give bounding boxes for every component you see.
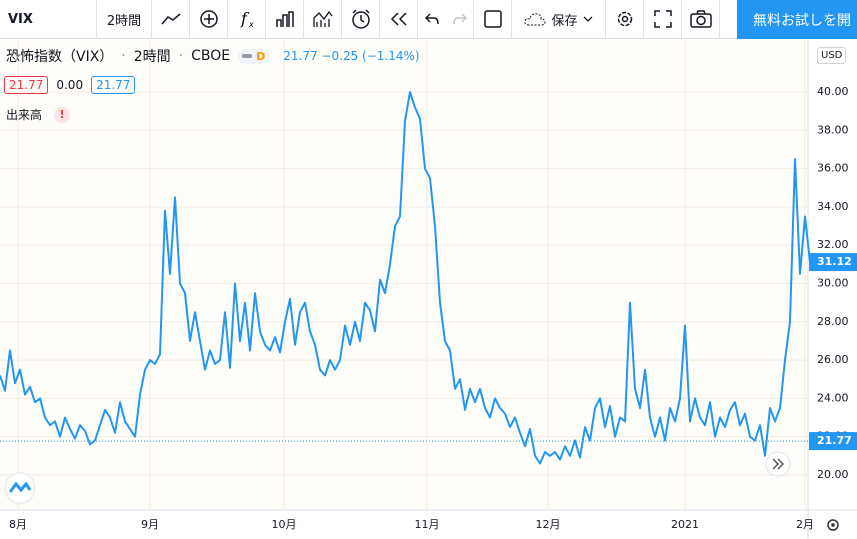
y-tick-label: 30.00 bbox=[817, 277, 849, 290]
status-pill[interactable]: D bbox=[238, 48, 270, 64]
y-tick-label: 36.00 bbox=[817, 162, 849, 175]
price-line bbox=[0, 91, 811, 465]
x-tick-label: 12月 bbox=[536, 518, 561, 531]
logo[interactable] bbox=[4, 472, 36, 504]
price-label: 31.12 bbox=[817, 255, 852, 268]
trial-button[interactable]: 無料お試しを開 bbox=[737, 0, 857, 39]
x-tick-label: 2021 bbox=[671, 518, 699, 531]
close-value: 21.77 bbox=[91, 76, 136, 94]
volume-label: 出来高 bbox=[6, 108, 43, 122]
legend: 恐怖指数（VIX） · 2時間 · CBOE D 21.77 −0.25 (−1… bbox=[6, 48, 420, 65]
price-label-box bbox=[809, 253, 857, 272]
legend-exchange: CBOE bbox=[191, 48, 231, 64]
x-tick-label: 9月 bbox=[141, 518, 159, 531]
templates-button[interactable] bbox=[266, 0, 304, 39]
interval-button[interactable]: 2時間 bbox=[97, 0, 152, 39]
scroll-right-button[interactable] bbox=[765, 451, 791, 477]
y-tick-label: 34.00 bbox=[817, 200, 849, 213]
settings-button[interactable] bbox=[827, 519, 839, 531]
save-label: 保存 bbox=[551, 13, 578, 29]
y-tick-label: 38.00 bbox=[817, 123, 849, 136]
status-badge: D bbox=[256, 49, 266, 63]
price-label-box bbox=[809, 432, 857, 451]
volume-alert[interactable]: ! bbox=[54, 106, 71, 123]
x-tick-label: 2月 bbox=[796, 518, 814, 531]
undo-redo[interactable] bbox=[418, 0, 474, 39]
chart-type-button[interactable] bbox=[152, 0, 190, 39]
y-tick-label: 26.00 bbox=[817, 353, 849, 366]
legend-quote: 21.77 −0.25 (−1.14%) bbox=[283, 49, 420, 63]
change-value: 0.00 bbox=[56, 78, 84, 92]
save-button[interactable]: 保存 bbox=[512, 0, 606, 39]
legend-interval: 2時間 bbox=[133, 49, 171, 65]
open-value: 21.77 bbox=[4, 76, 49, 94]
snapshot-button[interactable] bbox=[682, 0, 720, 39]
y-tick-label: 28.00 bbox=[817, 315, 849, 328]
compare-button[interactable] bbox=[190, 0, 228, 39]
svg-text:f: f bbox=[240, 9, 250, 28]
y-tick-label: 32.00 bbox=[817, 238, 849, 251]
legend-title: 恐怖指数（VIX） bbox=[6, 49, 114, 65]
plot-background bbox=[0, 40, 808, 510]
settings-button[interactable] bbox=[606, 0, 644, 39]
currency-label[interactable]: USD bbox=[817, 47, 847, 64]
x-tick-label: 11月 bbox=[415, 518, 440, 531]
price-label: 21.77 bbox=[817, 434, 852, 447]
y-tick-label: 20.00 bbox=[817, 468, 849, 481]
x-tick-label: 10月 bbox=[272, 518, 297, 531]
fullscreen-button[interactable] bbox=[644, 0, 682, 39]
financials-button[interactable] bbox=[304, 0, 342, 39]
replay-button[interactable] bbox=[380, 0, 418, 39]
layout-button[interactable] bbox=[474, 0, 512, 39]
volume-legend: 出来高 ! bbox=[6, 106, 71, 123]
y-tick-label: 24.00 bbox=[817, 391, 849, 404]
ohlc-values: 21.77 0.00 21.77 bbox=[4, 76, 136, 94]
symbol-search[interactable]: VIX bbox=[0, 0, 97, 39]
svg-text:x: x bbox=[248, 20, 254, 29]
alert-button[interactable] bbox=[342, 0, 380, 39]
x-tick-label: 8月 bbox=[9, 518, 27, 531]
y-tick-label: 40.00 bbox=[817, 85, 849, 98]
